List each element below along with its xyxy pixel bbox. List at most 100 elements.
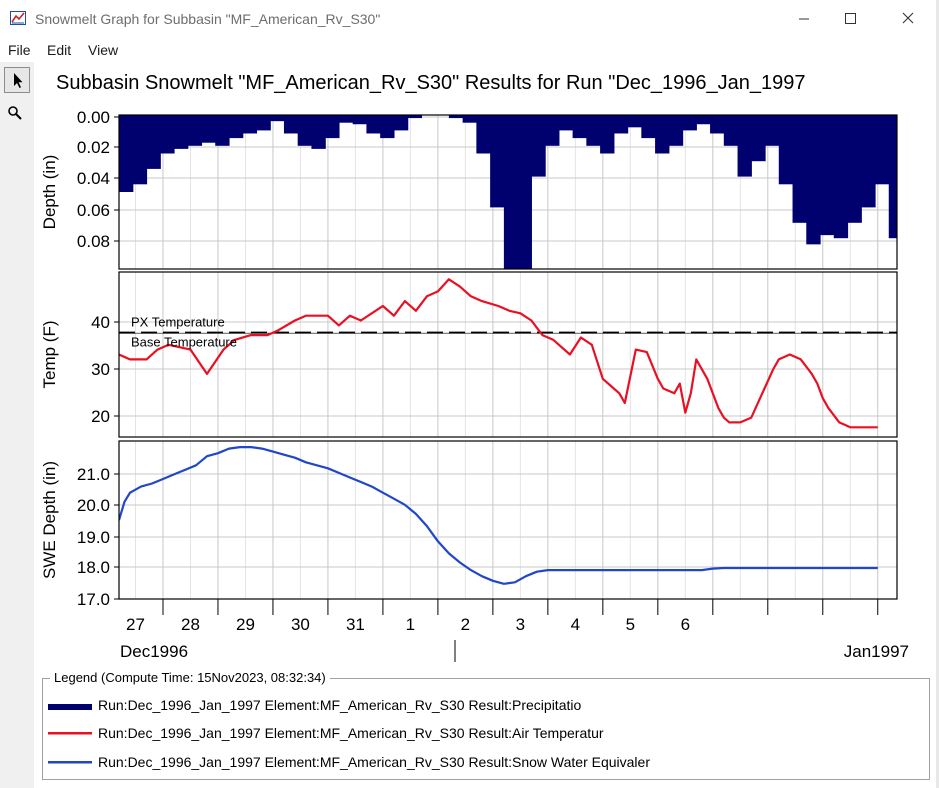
minimize-icon xyxy=(799,18,809,20)
zoom-tool-button[interactable] xyxy=(4,102,30,128)
x-tick-label: 27 xyxy=(126,615,145,634)
precip-bar xyxy=(393,115,409,131)
zoom-magnifier-icon xyxy=(8,106,22,120)
x-tick-label: 31 xyxy=(346,615,365,634)
legend-item-precipitation: Run:Dec_1996_Jan_1997 Element:MF_America… xyxy=(44,696,804,716)
precip-bar xyxy=(572,115,587,139)
precip-bar xyxy=(215,115,230,146)
y-axis-label: Depth (in) xyxy=(40,155,59,230)
precip-bar xyxy=(806,115,821,245)
air-temperature-line xyxy=(119,278,878,429)
plots-svg: 0.00 0.02 0.04 0.06 0.08 Depth (in) 20 30 40 Temp… xyxy=(40,108,909,662)
plot-background xyxy=(119,441,897,599)
close-button[interactable] xyxy=(885,0,931,38)
precip-bar xyxy=(311,115,326,149)
precip-bar xyxy=(723,115,739,146)
precip-bar xyxy=(173,115,189,149)
legend-title: Legend (Compute Time: 15Nov2023, 08:32:3… xyxy=(50,670,330,685)
precip-bar xyxy=(352,115,368,125)
precip-bar xyxy=(627,115,642,128)
px-temperature-label: PX Temperature xyxy=(131,315,225,330)
precip-bar xyxy=(586,115,601,146)
select-tool-button[interactable] xyxy=(4,67,30,93)
precip-bar xyxy=(820,115,835,236)
precip-bar xyxy=(476,115,491,154)
precip-bar xyxy=(875,115,890,185)
menu-edit[interactable]: Edit xyxy=(47,42,72,58)
x-tick-label: 4 xyxy=(571,615,580,634)
precip-bar xyxy=(558,115,574,131)
y-tick-label: 17.0 xyxy=(77,590,110,609)
legend-swatch-temp xyxy=(48,732,92,735)
precip-bar xyxy=(325,115,340,139)
precip-bar xyxy=(256,115,271,131)
y-axis-label: Temp (F) xyxy=(40,321,59,389)
precip-bar xyxy=(545,115,560,146)
app-icon xyxy=(10,11,26,25)
close-icon xyxy=(902,12,914,24)
window-border xyxy=(936,0,939,788)
maximize-button[interactable] xyxy=(827,0,873,38)
precip-bar xyxy=(448,115,464,119)
menu-file[interactable]: File xyxy=(8,42,31,58)
precip-bar xyxy=(833,115,849,239)
plot-frame xyxy=(118,114,898,270)
precip-bar xyxy=(201,115,216,143)
precip-bar xyxy=(751,115,766,162)
y-tick-label: 0.06 xyxy=(77,201,110,220)
precip-bar xyxy=(119,115,134,192)
y-tick-label: 19.0 xyxy=(77,528,110,547)
y-tick-label: 40 xyxy=(91,313,110,332)
swe-line xyxy=(119,446,878,585)
legend-item-swe: Run:Dec_1996_Jan_1997 Element:MF_America… xyxy=(44,753,804,773)
precip-bar xyxy=(490,115,505,208)
precip-bar xyxy=(861,115,876,208)
precip-bar xyxy=(778,115,794,185)
precip-bar xyxy=(710,115,725,134)
y-tick-label: 18.0 xyxy=(77,558,110,577)
y-tick-label: 0.08 xyxy=(77,232,110,251)
precip-bar xyxy=(187,115,203,146)
month-label-jan: Jan1997 xyxy=(844,642,909,661)
y-tick-label: 0.02 xyxy=(77,138,110,157)
x-tick-label: 2 xyxy=(461,615,470,634)
x-tick-label: 6 xyxy=(681,615,690,634)
y-tick-label: 30 xyxy=(91,360,110,379)
base-temperature-label: Base Temperature xyxy=(131,335,237,350)
precip-bar xyxy=(242,115,258,134)
x-tick-label: 5 xyxy=(626,615,635,634)
chart-title: Subbasin Snowmelt "MF_American_Rv_S30" R… xyxy=(56,72,806,94)
precip-bar xyxy=(531,115,546,177)
precip-bar xyxy=(765,115,780,146)
legend-label: Run:Dec_1996_Jan_1997 Element:MF_America… xyxy=(98,754,650,770)
precip-bar xyxy=(600,115,615,154)
precip-bar xyxy=(737,115,752,177)
tool-palette xyxy=(0,62,34,788)
precip-bar xyxy=(641,115,656,139)
legend-item-air-temperature: Run:Dec_1996_Jan_1997 Element:MF_America… xyxy=(44,724,804,744)
precip-bar xyxy=(462,115,477,123)
precip-bar xyxy=(792,115,807,223)
title-bar: Snowmelt Graph for Subbasin "MF_American… xyxy=(0,0,939,38)
menu-view[interactable]: View xyxy=(88,42,119,58)
precip-bar xyxy=(338,115,354,123)
series-group xyxy=(119,278,897,429)
precip-bar xyxy=(847,115,862,223)
window-title: Snowmelt Graph for Subbasin "MF_American… xyxy=(35,11,381,27)
series-group xyxy=(119,446,878,585)
precip-bar xyxy=(132,115,148,185)
legend-swatch-precip xyxy=(48,704,92,710)
precip-bar xyxy=(366,115,381,134)
precip-bar xyxy=(613,115,629,134)
precip-bar xyxy=(146,115,161,169)
series-group xyxy=(119,115,897,269)
precip-bar xyxy=(270,115,285,122)
x-tick-label: 30 xyxy=(291,615,310,634)
x-tick-label: 1 xyxy=(406,615,415,634)
x-tick-label: 3 xyxy=(516,615,525,634)
precip-bar xyxy=(696,115,711,125)
precip-bar xyxy=(517,115,532,269)
legend-box xyxy=(42,678,930,780)
legend-label: Run:Dec_1996_Jan_1997 Element:MF_America… xyxy=(98,725,604,741)
minimize-button[interactable] xyxy=(781,0,827,38)
